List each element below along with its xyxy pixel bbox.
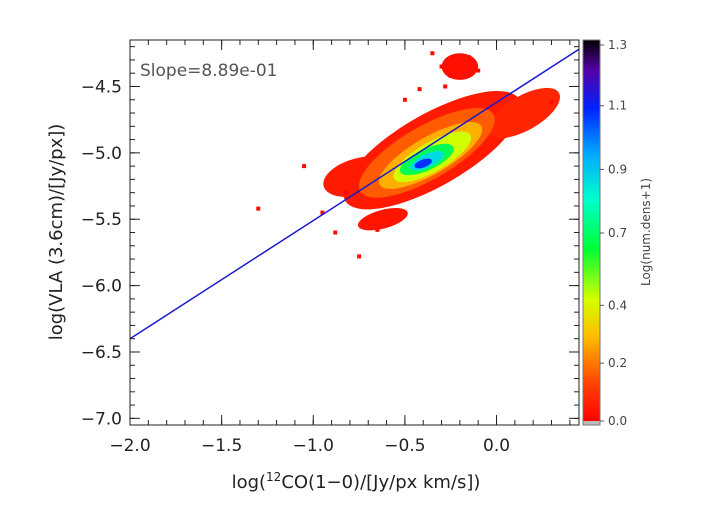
y-tick-label: −4.5 bbox=[81, 77, 122, 97]
y-axis-label: log(VLA (3.6cm)/[Jy/px]) bbox=[46, 124, 67, 341]
colorbar-tick-label: 0.9 bbox=[608, 162, 627, 176]
fit-line bbox=[130, 48, 579, 340]
scatter-point bbox=[448, 73, 453, 78]
y-tick-label: −5.0 bbox=[81, 144, 122, 164]
y-axis-ticks: −7.0 −6.5 −6.0 −5.5 −5.0 −4.5 bbox=[81, 46, 579, 429]
y-tick-label: −6.5 bbox=[81, 343, 122, 363]
x-axis-label-superscript: 12 bbox=[266, 470, 281, 484]
colorbar-tick-label: 1.3 bbox=[608, 38, 627, 52]
y-tick-label: −6.0 bbox=[81, 277, 122, 297]
scatter-point bbox=[476, 68, 481, 73]
density-blob bbox=[414, 158, 432, 169]
scatter-point bbox=[375, 227, 380, 232]
colorbar-label: Log(num.dens+1) bbox=[639, 178, 653, 286]
slope-annotation: Slope=8.89e-01 bbox=[140, 61, 278, 81]
x-tick-label: 0.0 bbox=[483, 436, 510, 456]
x-axis-label-suffix: CO(1−0)/[Jy/px km/s]) bbox=[281, 472, 480, 493]
density-contours bbox=[323, 53, 560, 231]
scatter-point bbox=[357, 254, 362, 259]
scatter-point bbox=[439, 64, 444, 69]
x-axis-ticks: −2.0 −1.5 −1.0 −0.5 0.0 bbox=[109, 40, 571, 456]
density-blob bbox=[488, 87, 560, 139]
scatter-point bbox=[256, 206, 261, 211]
x-tick-label: −1.5 bbox=[201, 436, 242, 456]
scatter-point bbox=[549, 100, 554, 105]
colorbar-tick-label: 0.2 bbox=[608, 356, 627, 370]
scatter-point bbox=[333, 230, 338, 235]
scatter-point bbox=[344, 190, 349, 195]
colorbar-base bbox=[583, 421, 600, 425]
colorbar-tick-label: 0.4 bbox=[608, 298, 627, 312]
scatter-point bbox=[402, 97, 407, 102]
scatter-point bbox=[430, 51, 435, 56]
x-tick-label: −1.0 bbox=[293, 436, 334, 456]
y-tick-label: −5.5 bbox=[81, 210, 122, 230]
scatter-point bbox=[302, 164, 307, 169]
scatter-point bbox=[467, 55, 472, 60]
scatter-point bbox=[443, 84, 448, 89]
x-tick-label: −0.5 bbox=[384, 436, 425, 456]
colorbar-tick-label: 1.1 bbox=[608, 99, 627, 113]
scatter-point bbox=[320, 210, 325, 215]
colorbar bbox=[583, 40, 600, 421]
x-axis-label-prefix: log( bbox=[232, 472, 266, 493]
colorbar-tick-label: 0.0 bbox=[608, 414, 627, 428]
y-tick-label: −7.0 bbox=[81, 409, 122, 429]
scatter-point bbox=[417, 87, 422, 92]
colorbar-ticks: 0.0 0.2 0.4 0.7 0.9 1.1 1.3 bbox=[600, 38, 627, 428]
colorbar-tick-label: 0.7 bbox=[608, 226, 627, 240]
x-axis-label: log(12CO(1−0)/[Jy/px km/s]) bbox=[232, 470, 481, 493]
x-tick-label: −2.0 bbox=[109, 436, 150, 456]
density-blob bbox=[441, 53, 479, 80]
density-blob bbox=[358, 208, 408, 231]
scatter-points bbox=[256, 51, 554, 259]
